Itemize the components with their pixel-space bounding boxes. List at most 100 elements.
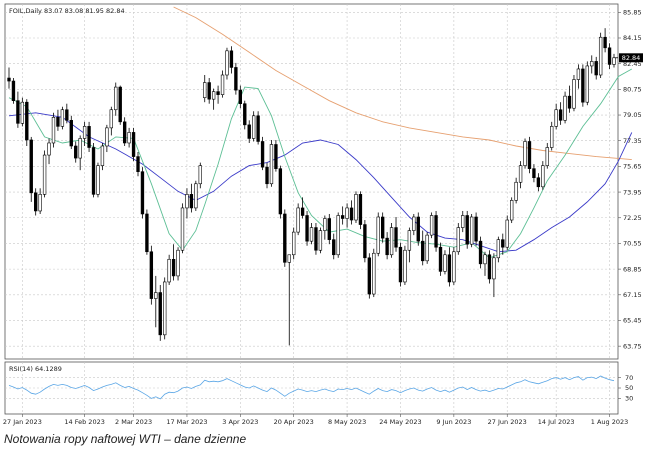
candle-body <box>563 95 567 121</box>
candle <box>145 209 149 255</box>
candle <box>29 136 33 202</box>
candle <box>216 85 220 104</box>
candle <box>158 284 162 341</box>
candle <box>314 223 318 255</box>
candle <box>234 62 238 95</box>
candle-body <box>483 254 487 265</box>
candle <box>251 111 256 142</box>
candle-body <box>421 240 425 262</box>
candle-body <box>16 100 20 124</box>
candle <box>412 213 416 236</box>
candle <box>514 177 518 204</box>
candle-body <box>127 132 131 144</box>
candle-body <box>394 227 398 248</box>
date-axis: 27 Jan 2023 14 Feb 2023 2 Mar 2023 17 Mar 2… <box>3 414 628 426</box>
candle <box>332 233 336 260</box>
candle <box>163 277 167 340</box>
candle <box>287 254 291 346</box>
candle-body <box>545 147 549 166</box>
candle-body <box>492 257 496 280</box>
candle-body <box>603 36 607 49</box>
candle <box>425 232 429 264</box>
candle <box>47 138 51 165</box>
candle <box>189 183 194 213</box>
candle-body <box>336 215 340 256</box>
candle-body <box>38 194 42 212</box>
candle-body <box>25 101 29 141</box>
chart-header: FOIL,Daily 83.07 83.08 81.95 82.84 <box>9 7 125 15</box>
candle <box>394 217 398 252</box>
date-tick-label: 17 Mar 2023 <box>166 418 207 426</box>
candle <box>474 212 478 246</box>
candle-body <box>198 165 202 185</box>
candle-body <box>434 215 438 248</box>
candle-body <box>510 200 514 221</box>
candle <box>590 55 594 74</box>
candle-body <box>158 292 162 336</box>
candle-body <box>416 216 420 242</box>
candle <box>340 206 345 225</box>
candle <box>296 203 300 236</box>
candle <box>581 64 585 107</box>
candle-body <box>598 36 603 76</box>
candle-body <box>398 246 403 283</box>
candle <box>461 210 465 233</box>
candle <box>171 244 176 281</box>
candle <box>243 100 247 130</box>
candle-body <box>20 101 25 124</box>
chart-caption: Notowania ropy naftowej WTI – dane dzien… <box>4 432 247 446</box>
candle <box>118 85 122 125</box>
candle-body <box>465 215 469 245</box>
candle <box>345 203 349 228</box>
candle-body <box>607 47 612 65</box>
candle <box>20 97 25 127</box>
candle <box>56 109 60 131</box>
candle <box>376 212 380 257</box>
candle-body <box>74 145 78 159</box>
candle <box>34 188 38 216</box>
price-axis: 85.85 84.15 82.45 80.75 79.05 77.35 75.65 73.95… <box>615 9 642 350</box>
candle <box>283 209 287 267</box>
candle-body <box>234 67 238 91</box>
candle-body <box>87 126 91 148</box>
candle <box>607 43 612 69</box>
candle-body <box>69 120 73 147</box>
candle-body <box>496 239 501 259</box>
candle-body <box>550 126 554 148</box>
candle-body <box>532 168 536 179</box>
candle <box>407 227 412 263</box>
candle-body <box>278 168 283 215</box>
candle-body <box>216 91 220 95</box>
candle-body <box>256 115 260 142</box>
candle-body <box>194 183 198 209</box>
candle-body <box>358 194 363 225</box>
candle-body <box>474 216 478 242</box>
rsi-tick-label: 50 <box>625 384 633 392</box>
candle <box>487 250 492 284</box>
last-price-marker: 82.84 <box>619 53 643 63</box>
candle-body <box>100 145 105 166</box>
candle-body <box>412 216 416 231</box>
candle-body <box>349 207 354 221</box>
candle-body <box>229 50 234 68</box>
candle-body <box>145 213 149 253</box>
candle <box>465 210 469 249</box>
candle <box>496 236 501 263</box>
candle-body <box>287 254 291 263</box>
candle <box>349 200 354 225</box>
candle <box>492 253 496 298</box>
date-tick-label: 3 Apr 2023 <box>222 418 258 426</box>
candle <box>554 103 558 130</box>
candle <box>389 223 394 258</box>
rsi-line <box>8 375 615 400</box>
candle-body <box>452 251 456 283</box>
candle <box>65 103 69 124</box>
candle-body <box>42 154 47 195</box>
candle <box>11 78 16 104</box>
candle <box>576 64 581 89</box>
candle-body <box>176 249 180 277</box>
candle <box>478 236 483 269</box>
candle <box>149 245 154 305</box>
candle <box>518 161 523 189</box>
candle <box>305 210 309 246</box>
